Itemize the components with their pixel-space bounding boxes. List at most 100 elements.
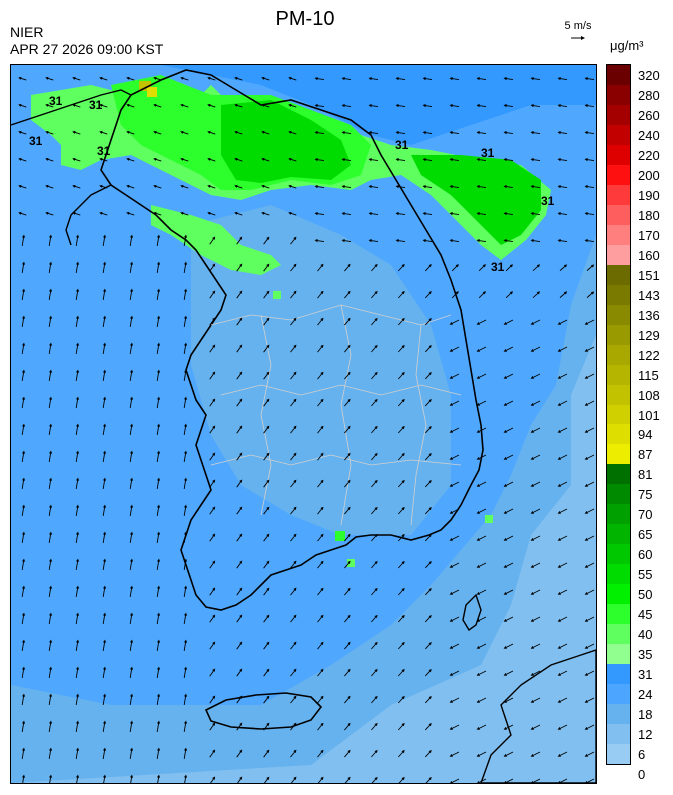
wind-arrow bbox=[183, 452, 187, 462]
wind-arrow-head bbox=[48, 666, 53, 670]
wind-arrow bbox=[75, 398, 79, 408]
wind-arrow-head bbox=[180, 103, 184, 107]
wind-arrow-head bbox=[401, 425, 405, 430]
wind-arrow-head bbox=[156, 612, 161, 616]
wind-arrow-head bbox=[48, 585, 53, 589]
wind-arrow-head bbox=[102, 342, 107, 346]
wind-arrow bbox=[183, 587, 187, 597]
wind-arrow-head bbox=[48, 342, 53, 346]
wind-arrow bbox=[102, 398, 106, 408]
wind-arrow-head bbox=[401, 398, 405, 403]
wind-arrow bbox=[76, 776, 79, 783]
wind-arrow bbox=[450, 778, 460, 783]
wind-arrow-head bbox=[563, 264, 568, 268]
wind-arrow-head bbox=[476, 402, 481, 406]
wind-arrow bbox=[477, 373, 487, 379]
colorbar-tick-label: 35 bbox=[638, 647, 653, 663]
wind-arrow bbox=[504, 616, 514, 622]
wind-arrow-head bbox=[126, 184, 130, 188]
wind-arrow-head bbox=[584, 375, 589, 379]
wind-arrow-head bbox=[347, 560, 351, 565]
wind-arrow-head bbox=[347, 398, 351, 403]
wind-arrow-head bbox=[45, 211, 49, 215]
wind-arrow bbox=[156, 533, 160, 543]
wind-arrow-head bbox=[266, 263, 270, 267]
wind-arrow-head bbox=[261, 157, 265, 161]
wind-arrow-head bbox=[266, 560, 270, 564]
wind-arrow-head bbox=[455, 264, 459, 268]
wind-arrow-head bbox=[129, 396, 134, 400]
wind-arrow-head bbox=[449, 212, 453, 216]
wind-arrow-head bbox=[368, 104, 372, 108]
wind-arrow-head bbox=[557, 402, 562, 406]
wind-arrow-head bbox=[129, 585, 134, 589]
wind-arrow-head bbox=[450, 780, 453, 783]
wind-arrow bbox=[504, 346, 514, 352]
wind-arrow bbox=[102, 668, 106, 678]
colorbar-tick-label: 70 bbox=[638, 507, 653, 523]
wind-arrow bbox=[558, 697, 568, 703]
colorbar-tick-label: 55 bbox=[638, 567, 653, 583]
wind-arrow bbox=[504, 643, 514, 649]
wind-arrow-head bbox=[368, 239, 372, 243]
unit-label: μg/m³ bbox=[610, 38, 644, 53]
wind-arrow bbox=[504, 319, 514, 325]
wind-arrow-head bbox=[102, 747, 107, 751]
wind-arrow-head bbox=[449, 699, 454, 703]
wind-arrow-head bbox=[401, 506, 405, 511]
wind-arrow-head bbox=[557, 429, 562, 433]
wind-arrow bbox=[129, 506, 133, 516]
wind-arrow bbox=[504, 589, 514, 595]
wind-arrow-head bbox=[557, 591, 562, 595]
wind-arrow-head bbox=[503, 239, 507, 243]
wind-arrow bbox=[531, 319, 541, 325]
wind-arrow-head bbox=[102, 639, 107, 643]
wind-arrow-head bbox=[320, 749, 324, 754]
wind-arrow-head bbox=[102, 720, 107, 724]
wind-arrow bbox=[504, 508, 514, 514]
colorbar-segment bbox=[607, 644, 630, 665]
wind-arrow bbox=[156, 371, 160, 381]
wind-arrow-head bbox=[320, 506, 324, 511]
wind-arrow-head bbox=[476, 456, 481, 460]
wind-arrow-head bbox=[557, 212, 561, 216]
wind-arrow-head bbox=[48, 639, 53, 643]
wind-arrow-head bbox=[21, 369, 26, 373]
wind-arrow-head bbox=[503, 104, 507, 108]
wind-arrow-head bbox=[75, 639, 80, 643]
north-coast-outline bbox=[11, 89, 132, 126]
wind-arrow bbox=[183, 317, 187, 327]
wind-arrow-head bbox=[449, 429, 454, 433]
wind-arrow-head bbox=[293, 641, 297, 646]
wind-arrow bbox=[129, 425, 133, 435]
wind-arrow-head bbox=[293, 587, 297, 592]
wind-arrow bbox=[477, 427, 487, 433]
wind-arrow-head bbox=[156, 342, 161, 346]
wind-arrow-head bbox=[374, 263, 378, 268]
colorbar-tick-label: 260 bbox=[638, 107, 660, 123]
wind-arrow-head bbox=[48, 234, 53, 238]
wind-arrow-head bbox=[183, 747, 188, 751]
spot-35 bbox=[273, 291, 281, 299]
wind-arrow-head bbox=[347, 722, 351, 727]
wind-arrow-head bbox=[126, 130, 130, 134]
wind-arrow-head bbox=[428, 371, 432, 376]
wind-arrow-head bbox=[212, 425, 216, 429]
wind-arrow-head bbox=[48, 558, 53, 562]
wind-arrow-head bbox=[314, 131, 318, 135]
wind-arrow bbox=[450, 400, 460, 406]
wind-arrow-head bbox=[428, 614, 432, 619]
wind-arrow-head bbox=[584, 699, 589, 703]
wind-arrow-head bbox=[477, 780, 480, 783]
wind-arrow-head bbox=[503, 375, 508, 379]
wind-arrow bbox=[21, 479, 25, 489]
wind-arrow-head bbox=[129, 639, 134, 643]
wind-arrow-head bbox=[102, 234, 107, 238]
wind-arrow bbox=[585, 751, 595, 757]
wind-arrow bbox=[504, 724, 514, 730]
wind-arrow-head bbox=[72, 76, 76, 80]
wind-arrow-head bbox=[401, 776, 405, 781]
wind-arrow-head bbox=[102, 666, 107, 670]
wind-arrow-head bbox=[320, 425, 324, 430]
wind-arrow-head bbox=[476, 77, 480, 81]
